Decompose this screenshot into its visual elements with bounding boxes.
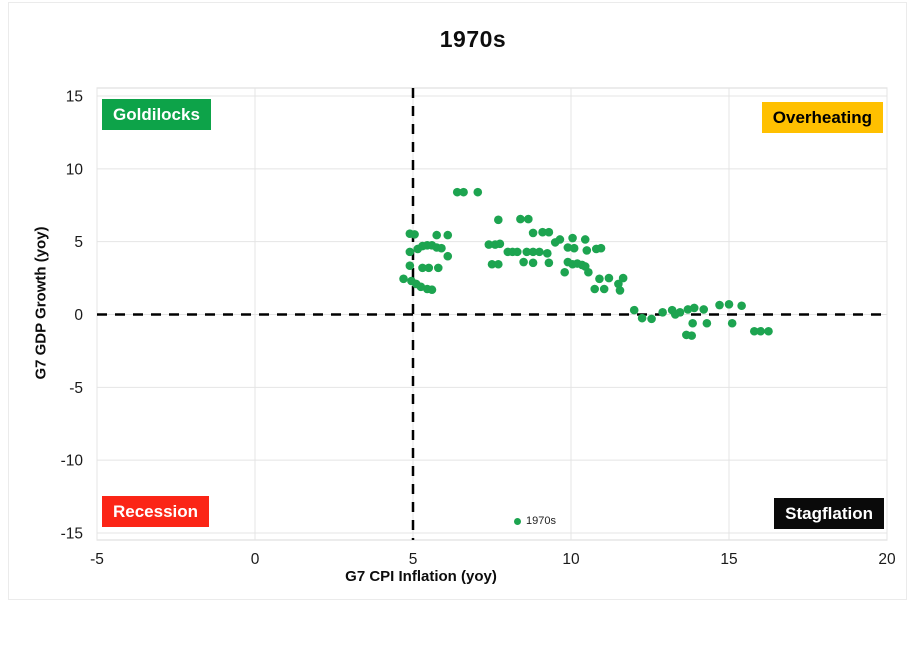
scatter-point [724,300,734,309]
scatter-point [596,243,606,253]
chart-title: 1970s [439,26,507,52]
quadrant-label-overheating: Overheating [761,102,883,133]
scatter-point [522,247,532,257]
x-tick-label: 15 [720,551,737,568]
scatter-point [543,249,552,258]
scatter-point [437,243,446,253]
scatter-point [560,267,569,277]
scatter-point [544,227,554,237]
scatter-point [487,259,497,269]
x-axis-title: G7 CPI Inflation (yoy) [345,568,497,585]
scatter-point [595,274,604,284]
scatter-point [749,326,759,336]
scatter-point [452,187,462,197]
scatter-point [512,247,522,257]
scatter-point [647,314,656,324]
scatter-point [584,267,593,277]
scatter-point [516,214,525,224]
scatter-point [555,235,565,244]
scatter-point [599,284,609,294]
scatter-point [688,318,697,328]
y-tick-label: -15 [61,526,83,543]
scatter-point [702,318,712,328]
scatter-point [568,233,577,243]
scatter-point [618,273,628,283]
scatter-point [538,227,547,237]
scatter-point [637,313,647,323]
quadrant-label-stagflation: Stagflation [774,498,884,529]
scatter-point [756,326,765,336]
scatter-point [737,301,746,311]
y-tick-label: -10 [61,453,84,470]
scatter-point [658,308,667,317]
scatter-point [764,326,773,336]
scatter-point [604,273,614,283]
scatter-point [675,308,685,317]
scatter-point [432,230,442,240]
scatter-point [528,247,538,257]
scatter-point [519,257,528,267]
legend: 1970s [514,515,556,527]
scatter-point [580,235,590,244]
scatter-point [443,251,453,261]
scatter-point [535,247,544,257]
x-tick-label: -5 [90,551,104,568]
scatter-point [495,239,505,249]
scatter-point [405,261,415,271]
y-tick-label: 0 [74,307,83,324]
scatter-point [427,285,437,295]
scatter-point [443,230,453,240]
quadrant-label-recession: Recession [102,496,210,527]
x-tick-label: 5 [409,551,418,568]
scatter-point [582,246,592,255]
scatter-point [399,274,408,284]
scatter-point [410,230,419,239]
scatter-point [689,303,699,313]
scatter-point [528,228,538,238]
scatter-point [494,215,503,225]
y-tick-label: 5 [74,234,83,251]
scatter-point [405,247,415,257]
scatter-point [590,284,599,294]
scatter-point [715,300,724,310]
scatter-point [473,187,483,197]
scatter-point [484,240,494,249]
legend-label: 1970s [526,515,556,527]
scatter-point [433,263,443,273]
scatter-point [563,243,573,252]
y-axis-title: G7 GDP Growth (yoy) [32,226,50,380]
legend-marker-icon [514,517,521,525]
scatter-point [629,305,639,315]
x-tick-label: 0 [251,551,260,568]
y-tick-label: 10 [66,161,84,178]
scatter-point [528,258,538,268]
scatter-point [459,187,468,197]
scatter-point [614,279,623,289]
x-tick-label: 10 [562,551,580,568]
scatter-point [727,318,737,328]
scatter-point [544,258,554,268]
scatter-point [424,263,434,273]
quadrant-label-goldilocks: Goldilocks [102,99,211,130]
scatter-point [699,305,709,314]
scatter-point [615,286,625,295]
scatter-point [418,263,427,273]
scatter-point [494,259,503,269]
y-tick-label: 15 [66,89,83,106]
y-tick-label: -5 [69,380,83,397]
x-tick-label: 20 [878,551,896,568]
scatter-point [687,331,697,340]
scatter-point [524,214,533,224]
scatter-point [569,243,579,253]
